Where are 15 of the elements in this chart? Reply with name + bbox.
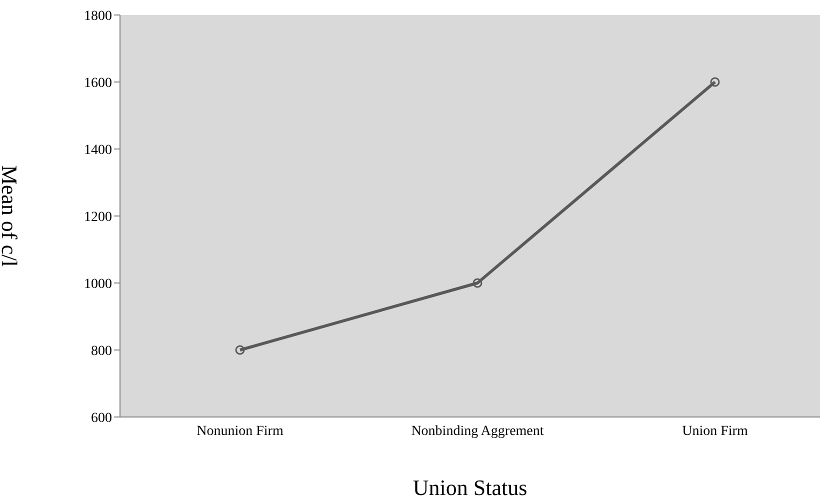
y-tick-label: 1400	[84, 142, 112, 158]
point	[472, 278, 482, 288]
y-axis-title: Mean of c/l	[0, 165, 22, 267]
x-tick-label: Nonbinding Aggrement	[411, 424, 544, 439]
y-tick-label: 1200	[84, 210, 112, 225]
y-tick-label: 1000	[84, 276, 112, 292]
x-axis-title: Union Status	[412, 475, 528, 500]
y-tick-label: 600	[91, 410, 112, 426]
x-tick-label: Union Firm	[682, 424, 748, 439]
y-tick-label: 1600	[84, 76, 112, 91]
point	[710, 77, 720, 87]
point	[235, 345, 245, 355]
y-tick-label: 800	[91, 344, 112, 359]
x-tick-label: Nonunion Firm	[196, 424, 284, 439]
y-tick-label: 1800	[84, 8, 112, 24]
